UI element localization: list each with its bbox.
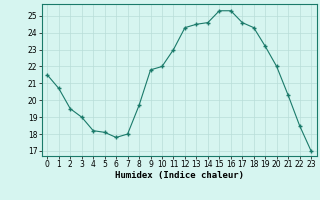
X-axis label: Humidex (Indice chaleur): Humidex (Indice chaleur) (115, 171, 244, 180)
